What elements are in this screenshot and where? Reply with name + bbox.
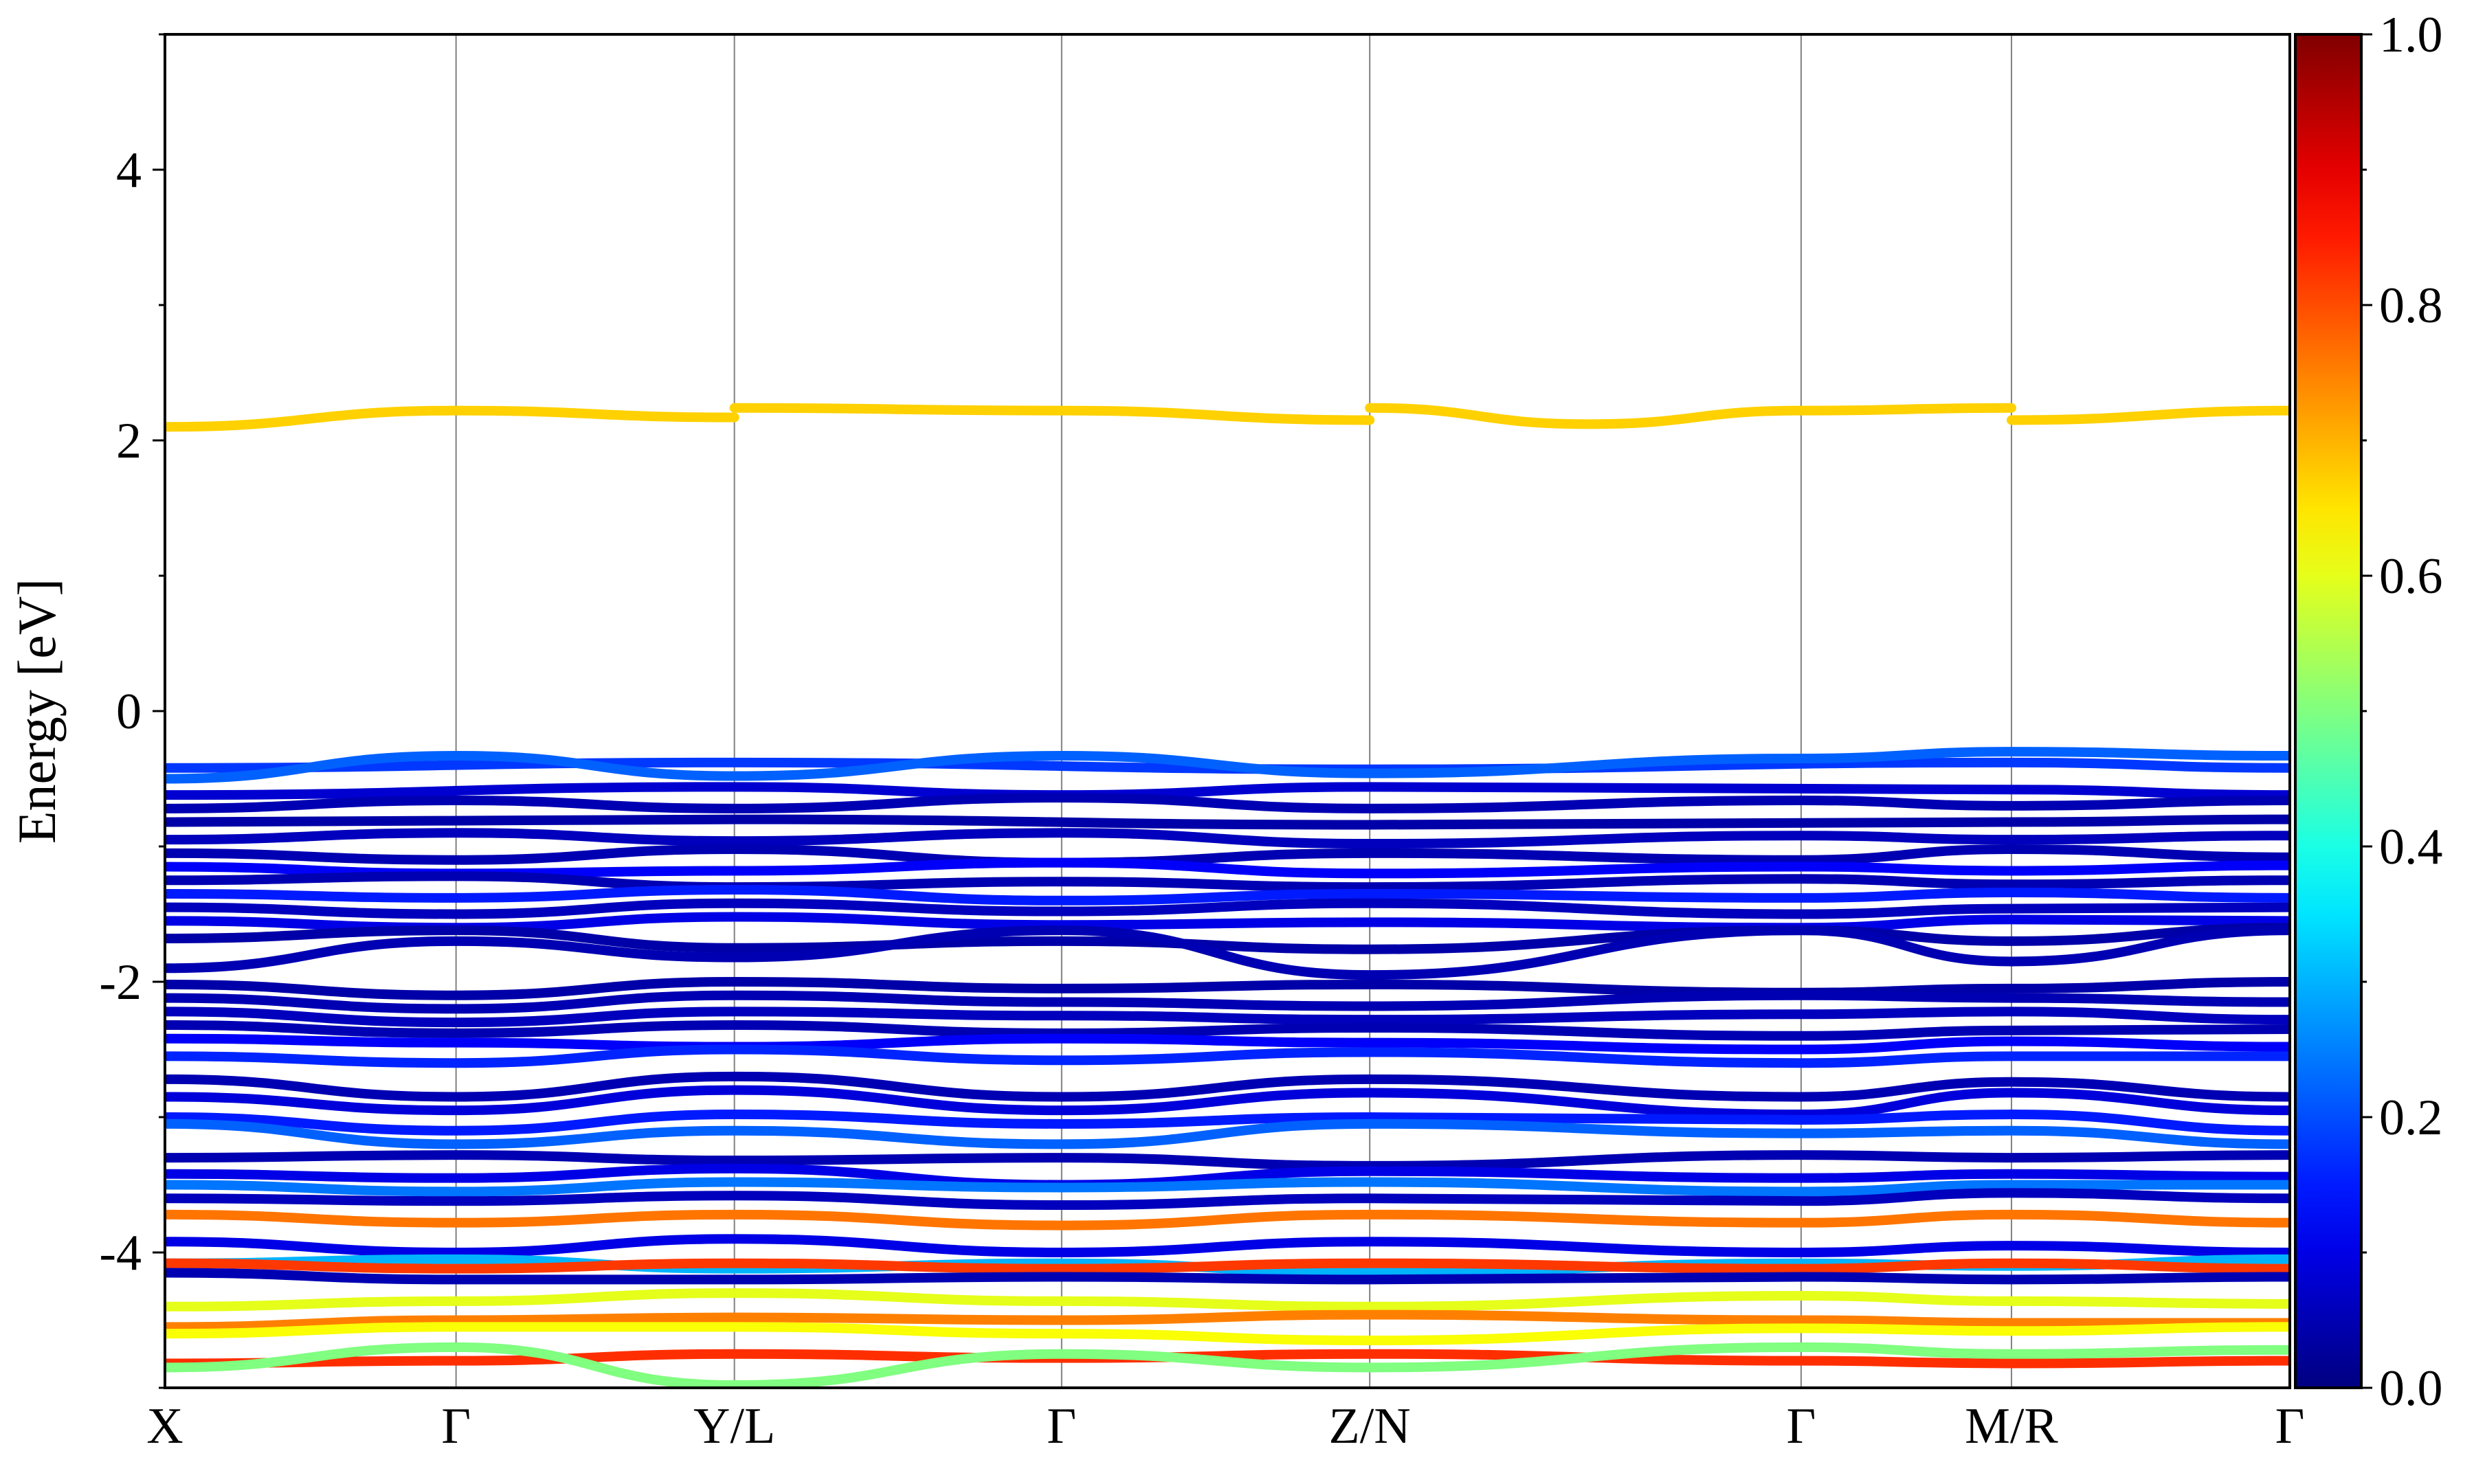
- band-line: [165, 1322, 2290, 1346]
- band-line: [165, 1007, 2290, 1028]
- band-line: [165, 1163, 2290, 1190]
- band-line: [165, 1118, 2290, 1149]
- band-line: [2006, 405, 2290, 425]
- band-line: [165, 1234, 2290, 1258]
- band-line: [165, 1309, 2290, 1332]
- band-line: [165, 782, 2290, 800]
- y-tick-label: -4: [99, 1225, 142, 1281]
- band-line: [165, 1209, 2290, 1230]
- band-line: [165, 885, 2290, 906]
- band-line: [165, 1150, 2290, 1171]
- band-line: [165, 898, 2290, 919]
- x-tick-label: Γ: [441, 1398, 471, 1454]
- band-line: [165, 1020, 2290, 1041]
- band-line: [165, 1110, 2290, 1136]
- band-line: [165, 1188, 2290, 1211]
- band-line: [165, 925, 2290, 980]
- colorbar-tick-label: 0.6: [2379, 548, 2443, 605]
- y-tick-label: 0: [116, 684, 142, 740]
- x-tick-label: Γ: [1786, 1398, 1816, 1454]
- high-symmetry-grid: [455, 34, 2012, 1388]
- x-tick-label: Γ: [2275, 1398, 2305, 1454]
- band-line: [165, 1071, 2290, 1102]
- x-tick-label: X: [146, 1398, 183, 1454]
- band-line: [729, 403, 1375, 425]
- colorbar-tick-label: 0.4: [2379, 819, 2443, 875]
- x-axis: X Γ Y/L Γ Z/N Γ M/R Γ: [146, 1398, 2304, 1454]
- y-tick-label: 2: [116, 413, 142, 469]
- band-line: [165, 1349, 2290, 1369]
- y-tick-label: -2: [99, 954, 142, 1011]
- colorbar: [2294, 33, 2363, 1389]
- band-line: [165, 844, 2290, 868]
- x-tick-label: Z/N: [1329, 1398, 1411, 1454]
- band-line: [165, 923, 2290, 954]
- band-line: [165, 814, 2290, 830]
- y-axis-label: Energy [eV]: [7, 578, 67, 844]
- band-line: [165, 1288, 2290, 1312]
- x-tick-label: M/R: [1965, 1398, 2058, 1454]
- band-line: [165, 828, 2290, 849]
- band-line: [165, 871, 2290, 892]
- band-line: [165, 1268, 2290, 1285]
- colorbar-axis: 0.0 0.2 0.4 0.6 0.8 1.0: [2361, 7, 2443, 1417]
- y-axis: 4 2 0 -2 -4: [99, 33, 165, 1389]
- band-line: [165, 1177, 2290, 1197]
- band-line: [165, 1258, 2290, 1274]
- band-line: [165, 1342, 2290, 1388]
- band-line: [165, 976, 2290, 1000]
- band-line: [165, 793, 2290, 813]
- band-line: [1365, 403, 2016, 429]
- colorbar-tick-label: 0.0: [2379, 1360, 2443, 1417]
- band-line: [165, 1033, 2290, 1055]
- x-tick-label: Y/L: [693, 1398, 775, 1454]
- colorbar-tick-label: 0.8: [2379, 278, 2443, 334]
- band-line: [165, 405, 739, 432]
- band-line: [165, 1085, 2290, 1120]
- y-tick-label: 4: [116, 142, 142, 199]
- colorbar-tick-label: 0.2: [2379, 1090, 2443, 1146]
- band-line: [165, 912, 2290, 933]
- band-line: [165, 747, 2290, 784]
- band-line: [165, 1044, 2290, 1068]
- colorbar-tick-label: 1.0: [2379, 7, 2443, 63]
- band-lines: [165, 403, 2290, 1388]
- x-tick-label: Γ: [1047, 1398, 1076, 1454]
- band-line: [165, 990, 2290, 1014]
